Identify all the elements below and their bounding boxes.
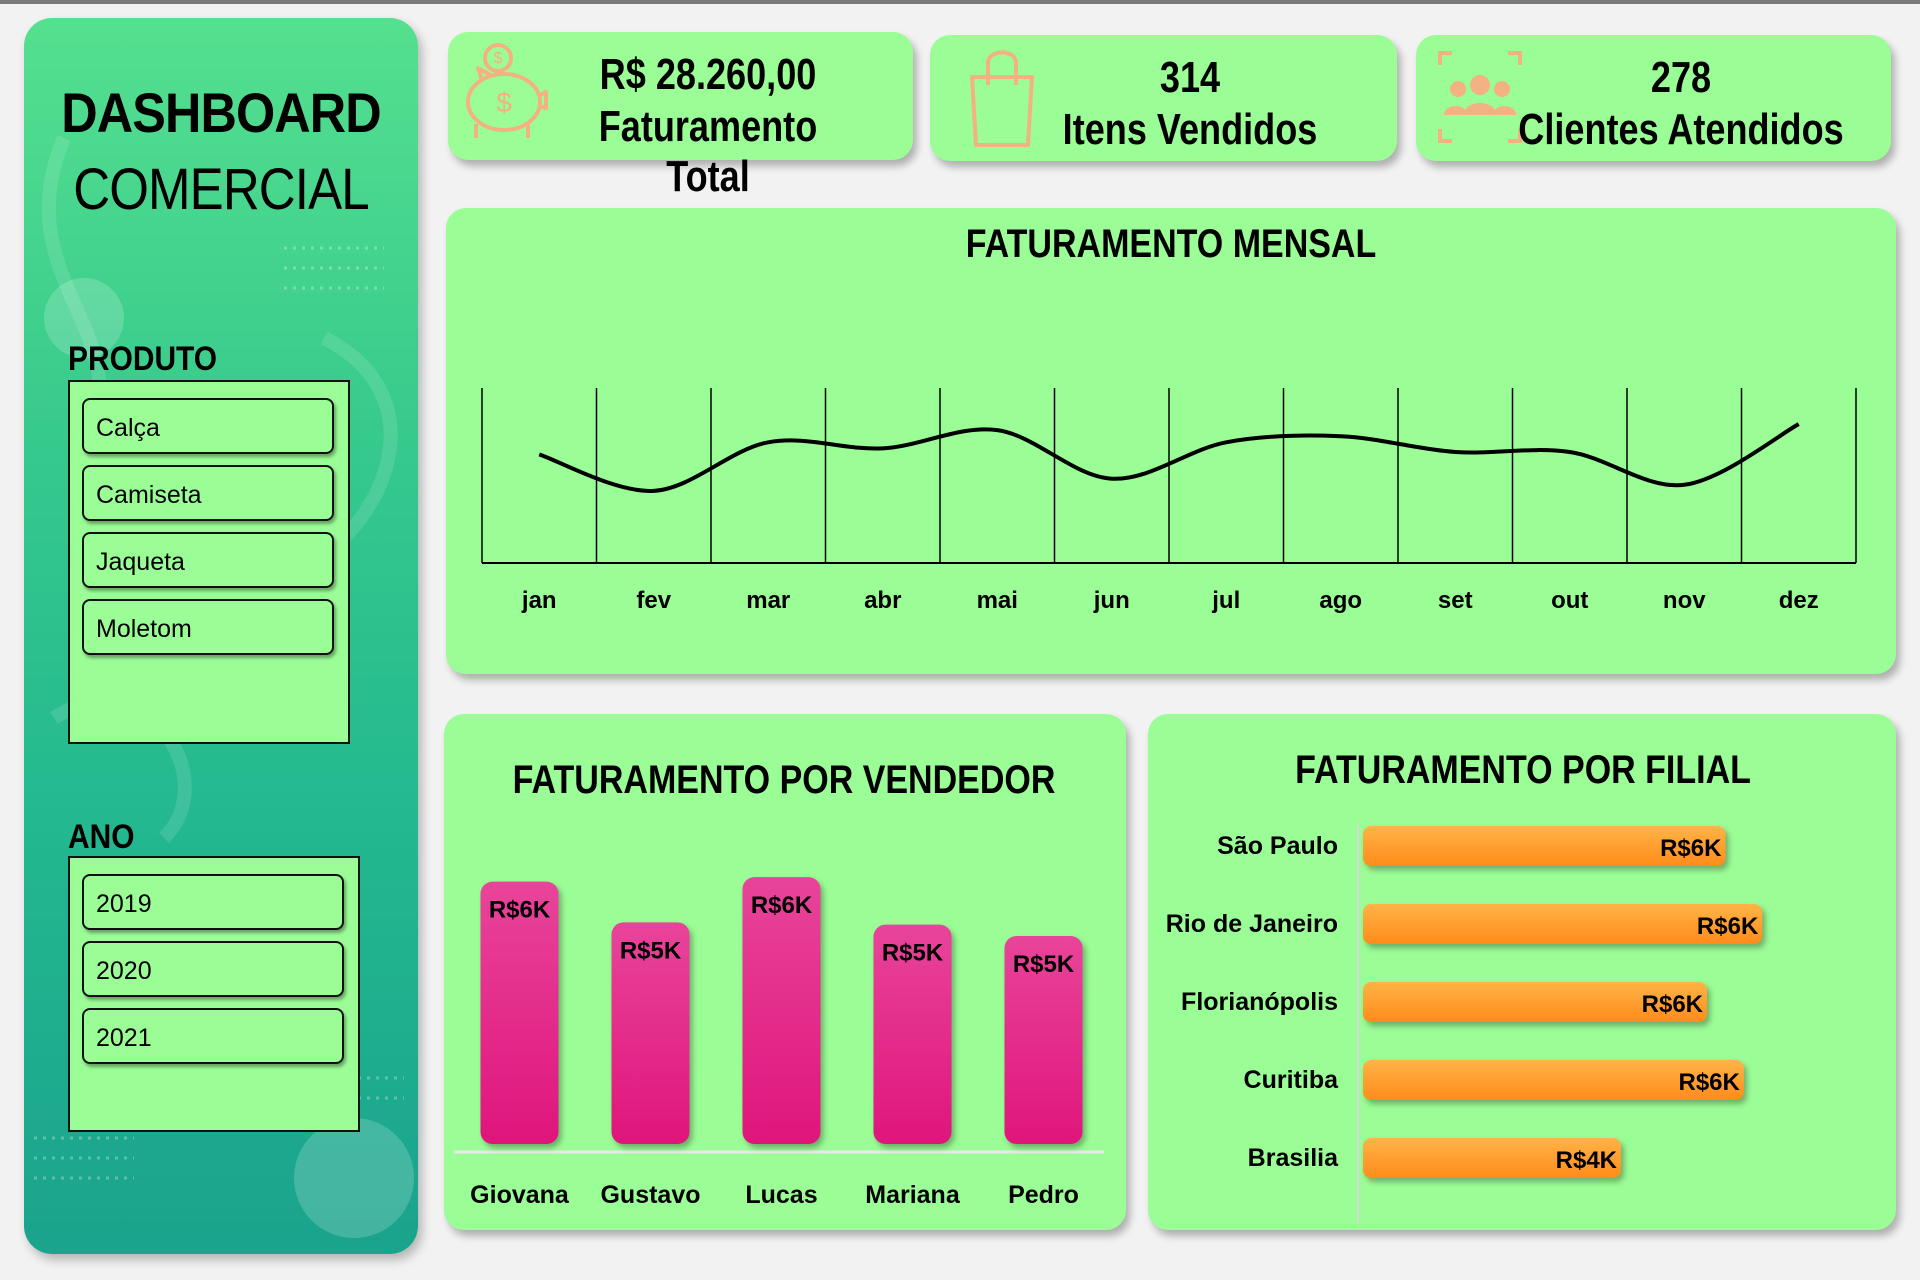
vendor-data-label: R$5K [882, 940, 944, 967]
shopping-bag-icon [970, 50, 1034, 147]
ano-item-2019[interactable]: 2019 [82, 874, 344, 930]
filial-data-label: R$6K [1660, 835, 1722, 862]
x-tick-label-ago: ago [1319, 587, 1362, 614]
branch-hbar-chart: R$6K São Paulo R$6K Rio de Janeiro R$6K Flori… [1166, 824, 1763, 1224]
filial-bar-Curitiba [1363, 1060, 1744, 1100]
ano-filter-label: ANO [68, 818, 135, 856]
produto-item-moletom[interactable]: Moletom [82, 599, 334, 655]
filial-data-label: R$6K [1697, 913, 1759, 940]
kpi-card-clientes: 278 Clientes Atendidos [1416, 35, 1891, 161]
dashboard-subtitle: COMERCIAL [73, 157, 369, 222]
kpi-faturamento-label: Faturamento Total [598, 102, 818, 201]
window-top-border [0, 0, 1920, 4]
filial-data-label: R$6K [1678, 1069, 1740, 1096]
vendor-chart-title: FATURAMENTO POR VENDEDOR [512, 758, 1056, 802]
filial-bar-Rio de Janeiro [1363, 904, 1763, 944]
kpi-clientes-label: Clientes Atendidos [1518, 105, 1844, 154]
filial-category-label: Curitiba [1244, 1066, 1340, 1094]
produto-item-jaqueta[interactable]: Jaqueta [82, 532, 334, 588]
kpi-card-itens: 314 Itens Vendidos [930, 35, 1397, 161]
x-tick-label-fev: fev [636, 587, 671, 614]
produto-item-calca[interactable]: Calça [82, 398, 334, 454]
vendor-bar-chart: R$6K Giovana R$5K Gustavo R$6K Lucas R$5K Maria… [454, 877, 1104, 1209]
x-tick-label-set: set [1438, 587, 1473, 614]
monthly-revenue-chart-card: FATURAMENTO MENSAL jan fev mar abr mai jun jul… [446, 208, 1896, 674]
monthly-revenue-line [538, 422, 1800, 493]
x-tick-label-jun: jun [1093, 587, 1130, 614]
produto-filter-label: PRODUTO [68, 340, 218, 378]
x-tick-label-mai: mai [977, 587, 1018, 614]
vendor-category-label: Lucas [745, 1181, 817, 1209]
filial-data-label: R$6K [1642, 991, 1704, 1018]
ano-item-2020[interactable]: 2020 [82, 941, 344, 997]
piggy-bank-icon: $ $ [466, 43, 548, 138]
x-tick-label-jul: jul [1211, 587, 1240, 614]
sidebar-panel: DASHBOARD COMERCIAL PRODUTO Calça Camise… [24, 18, 418, 1254]
produto-filter-slicer: Calça Camiseta Jaqueta Moletom [68, 380, 350, 744]
kpi-card-faturamento: $ $ R$ 28.260,00 Faturamento Total [448, 32, 913, 201]
produto-item-camiseta[interactable]: Camiseta [82, 465, 334, 521]
vendor-data-label: R$6K [751, 892, 813, 919]
x-tick-label-dez: dez [1779, 587, 1819, 614]
filial-data-label: R$4K [1556, 1147, 1618, 1174]
x-tick-label-jan: jan [521, 587, 557, 614]
vendor-data-label: R$6K [489, 897, 551, 924]
filial-bar-Florianópolis [1363, 982, 1707, 1022]
dashboard-title: DASHBOARD [61, 81, 381, 144]
filial-category-label: Brasilia [1248, 1144, 1339, 1172]
vendor-category-label: Giovana [470, 1181, 570, 1209]
vendor-bar-Mariana [873, 924, 952, 1144]
kpi-clientes-value: 278 [1650, 53, 1712, 102]
vendor-data-label: R$5K [1013, 951, 1075, 978]
svg-text:$: $ [494, 50, 503, 67]
filial-category-label: São Paulo [1217, 832, 1338, 860]
monthly-chart-title: FATURAMENTO MENSAL [965, 222, 1377, 266]
vendor-category-label: Pedro [1008, 1181, 1079, 1209]
vendor-data-label: R$5K [620, 937, 682, 964]
vendor-category-label: Mariana [865, 1181, 961, 1209]
x-tick-label-mar: mar [746, 587, 790, 614]
kpi-faturamento-value: R$ 28.260,00 [599, 50, 817, 99]
branch-chart-title: FATURAMENTO POR FILIAL [1295, 748, 1751, 792]
vendor-bar-Pedro [1004, 935, 1083, 1144]
ano-item-2021[interactable]: 2021 [82, 1008, 344, 1064]
vendor-bar-Lucas [742, 877, 821, 1144]
x-tick-label-abr: abr [864, 587, 901, 614]
vendor-revenue-chart-card: FATURAMENTO POR VENDEDOR R$6K Giovana R$5K… [444, 714, 1126, 1230]
branch-revenue-chart-card: FATURAMENTO POR FILIAL R$6K São Paulo R$6K… [1148, 714, 1896, 1230]
x-tick-label-nov: nov [1663, 587, 1706, 614]
vendor-category-label: Gustavo [600, 1181, 700, 1209]
ano-filter-slicer: 2019 2020 2021 [68, 856, 360, 1132]
vendor-bar-Giovana [480, 881, 559, 1144]
people-group-icon [1438, 51, 1522, 143]
monthly-line-chart: jan fev mar abr mai jun jul ago set out nov dez [481, 388, 1857, 614]
svg-text:$: $ [496, 87, 512, 118]
kpi-itens-value: 314 [1159, 53, 1221, 102]
filial-bar-São Paulo [1363, 826, 1726, 866]
kpi-itens-label: Itens Vendidos [1062, 105, 1318, 154]
vendor-bar-Gustavo [611, 922, 690, 1144]
x-tick-label-out: out [1551, 587, 1588, 614]
filial-category-label: Florianópolis [1181, 988, 1338, 1016]
filial-bar-Brasilia [1363, 1138, 1621, 1178]
filial-category-label: Rio de Janeiro [1166, 910, 1338, 938]
